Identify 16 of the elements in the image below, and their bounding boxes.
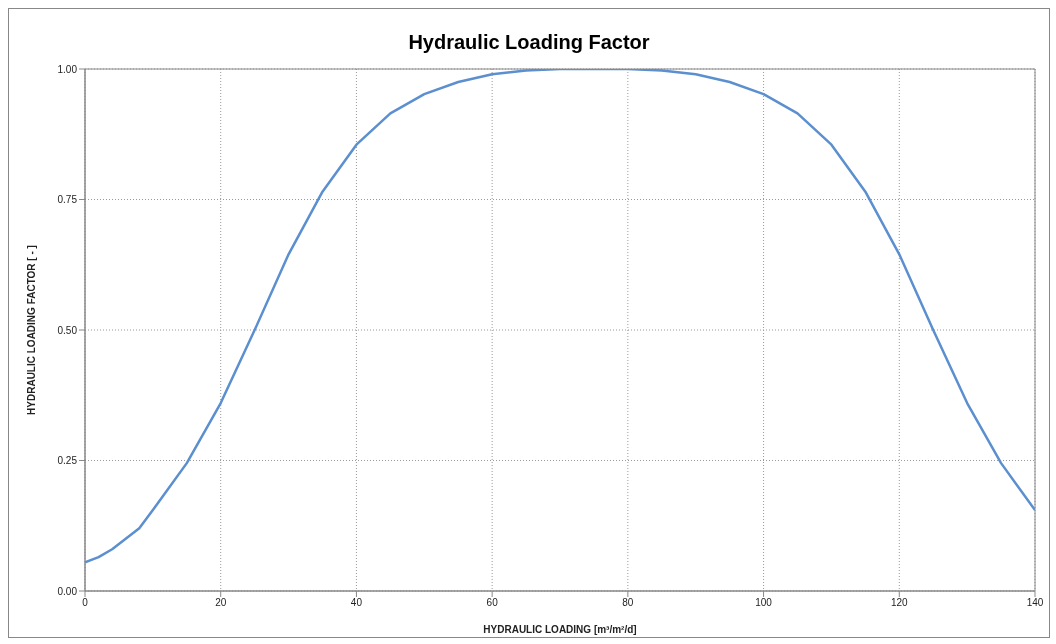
x-tick-label: 120 [890,597,909,609]
x-tick-label: 60 [486,597,499,609]
y-tick-label: 0.25 [57,455,78,467]
y-tick-label: 1.00 [57,63,78,75]
x-tick-label: 100 [755,597,773,609]
x-tick-label: 20 [215,597,227,609]
y-tick-label: 0.00 [57,585,78,597]
x-axis-title: HYDRAULIC LOADING [m³/m²/d] [483,624,637,635]
y-tick-label: 0.50 [57,324,78,336]
chart-title: Hydraulic Loading Factor [407,31,651,55]
x-tick-label: 0 [82,597,89,609]
x-tick-label: 140 [1026,597,1044,609]
y-axis-title: HYDRAULIC LOADING FACTOR [ - ] [25,245,37,415]
y-tick-label: 0.75 [57,194,78,206]
x-tick-label: 40 [350,597,363,609]
x-tick-label: 80 [622,597,634,609]
